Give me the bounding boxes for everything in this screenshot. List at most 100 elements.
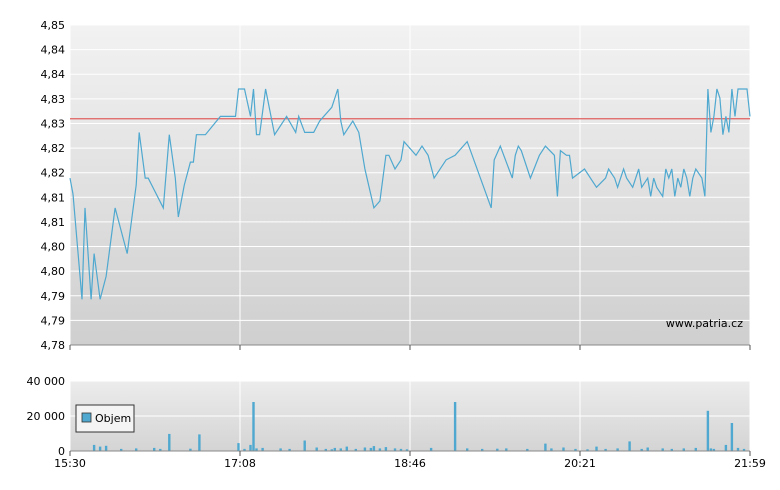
watermark: www.patria.cz (666, 317, 743, 330)
y-tick-label: 4,82 (41, 142, 66, 155)
volume-bar (640, 448, 643, 451)
price-series-line (69, 88, 751, 300)
volume-y-axis: 0 20 000 40 000 (27, 375, 66, 458)
volume-bar (261, 447, 264, 451)
volume-bar (544, 443, 547, 451)
legend-swatch (81, 412, 92, 423)
volume-bar (712, 448, 716, 451)
volume-bar (393, 448, 397, 451)
volume-bar (399, 448, 403, 451)
x-tick-label: 20:21 (564, 457, 596, 470)
volume-bar (243, 448, 246, 451)
volume-bar (159, 448, 162, 451)
volume-bar (736, 447, 740, 451)
volume-bar (372, 446, 376, 451)
volume-bar (550, 448, 553, 451)
volume-bar (153, 447, 156, 451)
volume-bar (237, 443, 240, 451)
volume-bar (661, 448, 664, 451)
y-tick-label: 4,83 (41, 117, 66, 130)
volume-bar (453, 402, 457, 451)
volume-bar (709, 448, 713, 451)
volume-bar (694, 447, 697, 451)
legend: Objem (75, 404, 135, 433)
volume-bar (354, 448, 357, 451)
volume-bar (706, 410, 710, 452)
price-grid (69, 24, 751, 345)
volume-bar (682, 448, 685, 451)
legend-label: Objem (95, 412, 131, 425)
volume-bar (730, 423, 734, 451)
volume-bar (604, 448, 607, 451)
volume-bar (189, 448, 192, 451)
price-panel: 4,78 4,79 4,79 4,80 4,80 4,81 4,81 4,82 4,82 4,83… (41, 19, 751, 352)
y-tick-label: 4,82 (41, 167, 66, 180)
volume-bar (98, 446, 102, 451)
volume-bar (333, 447, 336, 451)
volume-bar (324, 448, 327, 451)
volume-bar (330, 449, 333, 452)
volume-x-axis: 15:30 17:08 18:46 20:21 21:59 (54, 451, 766, 470)
y-tick-label: 4,79 (41, 314, 66, 327)
volume-bars (92, 402, 746, 452)
volume-bar (670, 448, 673, 451)
volume-bar (481, 448, 484, 451)
volume-grid (69, 380, 751, 451)
volume-bar (429, 447, 433, 451)
y-tick-label: 4,78 (41, 339, 66, 352)
y-tick-label: 4,84 (41, 44, 66, 57)
volume-bar (526, 448, 529, 451)
x-tick-label: 21:59 (734, 457, 766, 470)
y-tick-label: 4,80 (41, 241, 66, 254)
volume-bar (574, 448, 577, 451)
volume-bar (616, 448, 619, 451)
y-tick-label: 4,81 (41, 216, 66, 229)
y-tick-label: 4,80 (41, 265, 66, 278)
x-tick-label: 18:46 (394, 457, 426, 470)
y-tick-label: 4,81 (41, 191, 66, 204)
y-tick-label: 0 (58, 445, 65, 458)
volume-bar (92, 444, 96, 451)
y-tick-label: 4,85 (41, 19, 66, 32)
y-tick-label: 20 000 (27, 410, 66, 423)
volume-bar (288, 448, 291, 451)
volume-bar (562, 447, 565, 451)
volume-bar (363, 447, 367, 451)
volume-bar (628, 441, 631, 451)
y-tick-label: 4,79 (41, 290, 66, 303)
volume-bar (369, 447, 373, 451)
volume-bar (378, 448, 382, 451)
x-tick-label: 15:30 (54, 457, 86, 470)
volume-bar (303, 440, 306, 451)
volume-bar (724, 444, 728, 451)
volume-bar (120, 448, 123, 451)
volume-bar (198, 434, 201, 451)
volume-bar (742, 448, 746, 451)
volume-bar (345, 446, 348, 451)
volume-bar (104, 445, 108, 452)
volume-bar (168, 433, 171, 451)
price-y-axis: 4,78 4,79 4,79 4,80 4,80 4,81 4,81 4,82 4,82 4,83… (41, 19, 66, 352)
volume-bar (405, 449, 409, 452)
x-tick-label: 17:08 (224, 457, 256, 470)
volume-bar (255, 448, 258, 451)
volume-bar (135, 448, 138, 451)
price-x-axis (69, 345, 751, 350)
volume-bar (339, 448, 342, 451)
volume-bar (586, 449, 589, 452)
y-tick-label: 40 000 (27, 375, 66, 388)
y-tick-label: 4,84 (41, 68, 66, 81)
y-tick-label: 4,83 (41, 93, 66, 106)
volume-bar (252, 402, 255, 451)
volume-bar (384, 447, 388, 451)
volume-bar (496, 448, 499, 451)
volume-bar (646, 447, 649, 451)
volume-bar (279, 448, 282, 451)
volume-bar (505, 448, 508, 451)
volume-bar (466, 448, 469, 451)
volume-bar (249, 444, 252, 451)
volume-bar (595, 446, 598, 451)
volume-bar (315, 447, 318, 451)
